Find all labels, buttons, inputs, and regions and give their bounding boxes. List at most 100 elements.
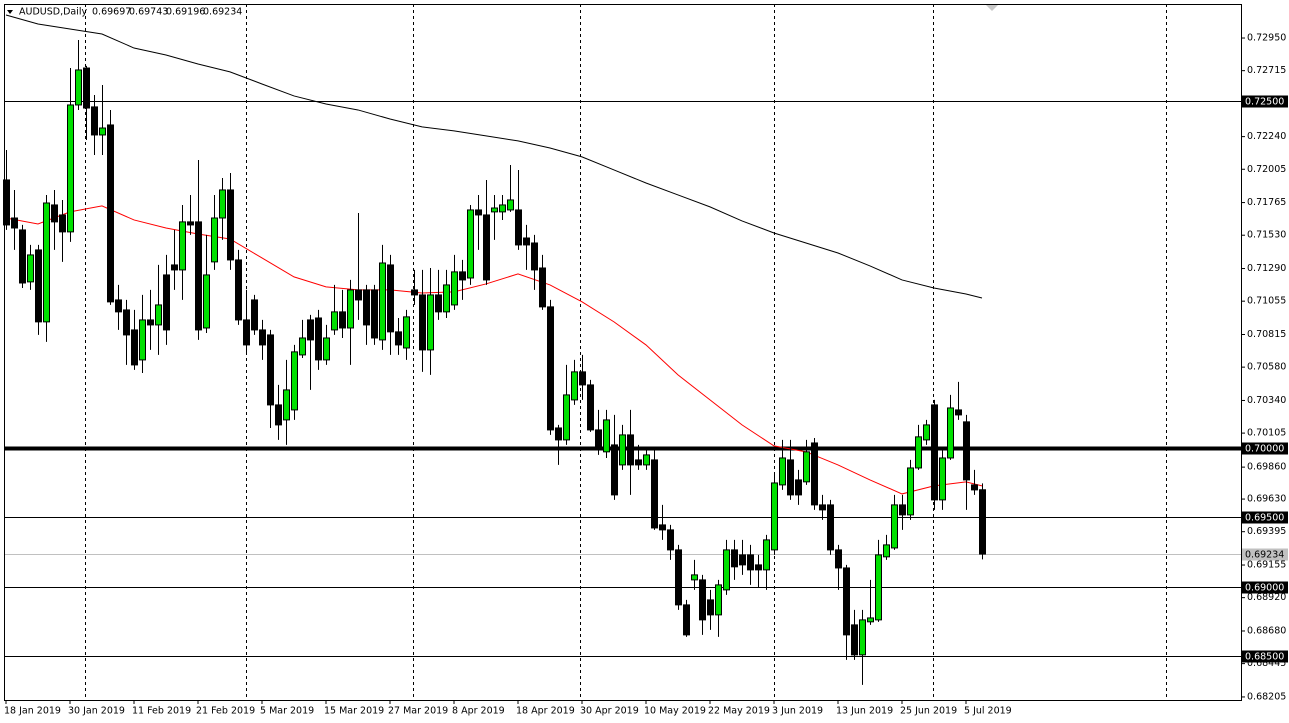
candle-body xyxy=(787,459,794,496)
header-value: 0.69697 xyxy=(92,7,131,18)
plot-frame xyxy=(4,4,1242,701)
candle-body xyxy=(251,299,258,331)
level-label-box xyxy=(1242,511,1288,524)
candle-body xyxy=(659,524,666,531)
candle-body xyxy=(963,421,970,481)
candle-body xyxy=(283,389,290,421)
candle-body xyxy=(635,459,642,466)
y-tick-label: 0.68445 xyxy=(1247,658,1286,669)
x-tick-label: 8 Apr 2019 xyxy=(452,706,505,717)
candle-body xyxy=(675,549,682,606)
candle-body xyxy=(867,617,874,623)
candle-body xyxy=(491,207,498,213)
level-label-box xyxy=(1242,442,1288,455)
candle-body xyxy=(43,202,50,323)
header-value: 0.69743 xyxy=(129,7,168,18)
y-tick-label: 0.72005 xyxy=(1247,164,1286,175)
x-tick-label: 27 Mar 2019 xyxy=(388,706,448,717)
candle-body xyxy=(243,319,250,346)
y-tick-label: 0.68920 xyxy=(1247,592,1286,603)
candle-body xyxy=(731,549,738,568)
candle-body xyxy=(35,249,42,323)
candle-body xyxy=(619,434,626,466)
x-tick-label: 18 Apr 2019 xyxy=(516,706,575,717)
candle-body xyxy=(339,311,346,329)
candle-body xyxy=(11,217,18,229)
y-tick-label: 0.72950 xyxy=(1247,33,1286,44)
y-tick-label: 0.70105 xyxy=(1247,428,1286,439)
candle-body xyxy=(899,504,906,516)
candle-body xyxy=(67,104,74,233)
candle-body xyxy=(851,624,858,656)
candle-body xyxy=(803,451,810,483)
candle-body xyxy=(147,319,154,326)
y-tick-label: 0.71765 xyxy=(1247,197,1286,208)
candle-body xyxy=(411,289,418,296)
candle-body xyxy=(3,179,10,226)
y-tick-label: 0.70580 xyxy=(1247,362,1286,373)
y-tick-label: 0.71530 xyxy=(1247,230,1286,241)
candle-body xyxy=(715,584,722,616)
candle-body xyxy=(523,237,530,246)
candle-body xyxy=(123,309,130,336)
x-tick-label: 25 Jun 2019 xyxy=(900,706,957,717)
candle-body xyxy=(75,69,82,106)
candle-body xyxy=(603,419,610,453)
candle-body xyxy=(355,289,362,301)
candle-body xyxy=(379,262,386,341)
shift-marker xyxy=(986,5,998,11)
candle-body xyxy=(27,254,34,283)
y-tick-label: 0.70815 xyxy=(1247,329,1286,340)
candle-body xyxy=(155,304,162,326)
candle-body xyxy=(595,429,602,451)
candle-body xyxy=(883,544,890,558)
candle-body xyxy=(259,329,266,346)
x-tick-label: 5 Jul 2019 xyxy=(964,706,1012,717)
candle-body xyxy=(131,329,138,366)
y-tick-label: 0.69395 xyxy=(1247,526,1286,537)
candle-body xyxy=(563,394,570,441)
x-tick-label: 22 May 2019 xyxy=(708,706,770,717)
candle-body xyxy=(203,274,210,329)
candle-body xyxy=(579,371,586,386)
candle-body xyxy=(947,407,954,459)
candle-body xyxy=(19,229,26,284)
candle-body xyxy=(219,189,226,219)
candle-body xyxy=(139,319,146,361)
candle-body xyxy=(347,289,354,329)
candle-body xyxy=(795,479,802,496)
chart-title: AUDUSD,Daily xyxy=(19,7,88,18)
y-tick-label: 0.69155 xyxy=(1247,560,1286,571)
candle-body xyxy=(235,259,242,321)
level-label: 0.69234 xyxy=(1245,550,1284,561)
candle-body xyxy=(739,554,746,566)
candle-body xyxy=(771,482,778,551)
candle-body xyxy=(611,444,618,496)
level-label: 0.68500 xyxy=(1245,652,1284,663)
candle-body xyxy=(443,284,450,313)
candle-body xyxy=(843,567,850,636)
y-tick-label: 0.68205 xyxy=(1247,691,1286,702)
candle-body xyxy=(267,334,274,406)
candle-body xyxy=(331,311,338,331)
candle-body xyxy=(387,264,394,333)
candle-body xyxy=(779,457,786,486)
candle-body xyxy=(419,294,426,351)
candle-body xyxy=(667,529,674,551)
candle-body xyxy=(811,442,818,506)
candle-body xyxy=(483,214,490,281)
candle-body xyxy=(323,337,330,361)
candle-body xyxy=(171,264,178,271)
candle-body xyxy=(907,467,914,516)
candle-body xyxy=(451,271,458,306)
x-tick-label: 10 May 2019 xyxy=(644,706,706,717)
x-tick-label: 15 Mar 2019 xyxy=(324,706,384,717)
candle-body xyxy=(915,436,922,469)
candle-body xyxy=(835,549,842,569)
chart-icon xyxy=(7,10,13,14)
x-tick-label: 30 Jan 2019 xyxy=(68,706,125,717)
y-tick-label: 0.72240 xyxy=(1247,131,1286,142)
